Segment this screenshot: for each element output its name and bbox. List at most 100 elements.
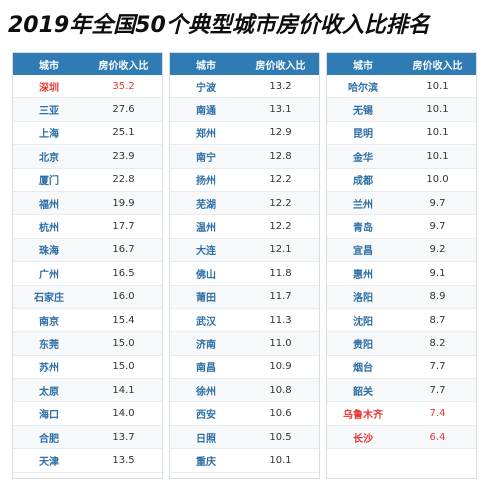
city-name: 深圳: [39, 82, 59, 94]
ratio-value: 23.9: [112, 150, 135, 162]
header-city: 城市: [353, 60, 373, 72]
ratio-value: 12.8: [269, 150, 292, 162]
table-row: 厦门 22.8: [13, 168, 162, 192]
ratio-value: 9.7: [429, 197, 446, 209]
table-row: 福州 19.9: [13, 191, 162, 216]
city-name: 珠海: [39, 246, 59, 258]
ratio-value: 10.1: [426, 104, 449, 116]
city-name: 宜昌: [353, 246, 373, 258]
city-name: 杭州: [39, 223, 59, 235]
city-name: 扬州: [196, 176, 216, 188]
city-name: 南京: [39, 316, 59, 328]
city-name: 徐州: [196, 386, 216, 398]
table-column-group-2: 城市 房价收入比 宁波 13.2 南通 13.1 郑州 12.9 南宁 12.8 扬州 12.2 芜…: [169, 52, 320, 479]
ratio-value: 12.2: [269, 197, 292, 209]
ratio-value: 25.1: [112, 127, 135, 139]
city-name: 宁波: [196, 82, 216, 94]
header-city: 城市: [196, 60, 216, 72]
table-row: 莆田 11.7: [170, 285, 319, 309]
table-column-group-3: 城市 房价收入比 哈尔滨 10.1 无锡 10.1 昆明 10.1 金华 10.1 成都 10.0…: [326, 52, 477, 479]
city-name: 韶关: [353, 386, 373, 398]
table-row: 天津 13.5: [13, 449, 162, 473]
ratio-value: 11.0: [269, 337, 292, 349]
ratio-value: 14.0: [112, 408, 135, 420]
table-row: 惠州 9.1: [327, 262, 476, 286]
ratio-value: 16.5: [112, 267, 135, 279]
city-name: 北京: [39, 152, 59, 164]
ratio-value: 10.1: [269, 454, 292, 466]
header-ratio: 房价收入比: [98, 60, 149, 72]
table-row: 宁波 13.2: [170, 75, 319, 99]
city-name: 大连: [196, 246, 216, 258]
city-name: 上海: [39, 129, 59, 141]
table-row: 苏州 15.0: [13, 355, 162, 380]
ratio-value: 13.1: [269, 104, 292, 116]
city-name: 兰州: [353, 199, 373, 211]
city-name: 芜湖: [196, 199, 216, 211]
ratio-value: 12.9: [269, 127, 292, 139]
table-row: 宜昌 9.2: [327, 238, 476, 263]
table-row: 西安 10.6: [170, 402, 319, 426]
city-name: 乌鲁木齐: [343, 410, 383, 422]
ratio-value: 10.1: [426, 127, 449, 139]
city-name: 惠州: [353, 269, 373, 281]
table-row: 温州 12.2: [170, 215, 319, 239]
ratio-value: 7.4: [429, 408, 446, 420]
ratio-value: 19.9: [112, 197, 135, 209]
table-row: 日照 10.5: [170, 425, 319, 450]
city-name: 海口: [39, 410, 59, 422]
table-row: 沈阳 8.7: [327, 308, 476, 333]
city-name: 南昌: [196, 363, 216, 375]
ratio-value: 6.4: [429, 431, 446, 443]
table-row: 重庆 10.1: [170, 449, 319, 473]
ratio-value: 10.1: [426, 150, 449, 162]
ratio-value: 12.2: [269, 221, 292, 233]
ratio-value: 16.0: [112, 291, 135, 303]
city-name: 无锡: [353, 106, 373, 118]
city-name: 厦门: [39, 176, 59, 188]
city-name: 佛山: [196, 269, 216, 281]
table-row: 杭州 17.7: [13, 215, 162, 239]
table-row: 徐州 10.8: [170, 379, 319, 403]
city-name: 洛阳: [353, 293, 373, 305]
city-name: 西安: [196, 410, 216, 422]
table-row: 乌鲁木齐 7.4: [327, 402, 476, 426]
table-row: 广州 16.5: [13, 262, 162, 286]
city-name: 南通: [196, 106, 216, 118]
table-row: 长沙 6.4: [327, 425, 476, 450]
city-name: 温州: [196, 223, 216, 235]
ratio-value: 7.7: [429, 361, 446, 373]
table-row: 芜湖 12.2: [170, 191, 319, 216]
table-row: 珠海 16.7: [13, 238, 162, 263]
city-name: 苏州: [39, 363, 59, 375]
city-name: 武汉: [196, 316, 216, 328]
ratio-value: 9.7: [429, 221, 446, 233]
ratio-value: 11.8: [269, 267, 292, 279]
table-header: 城市 房价收入比: [327, 53, 476, 75]
table-row: 兰州 9.7: [327, 191, 476, 216]
table-row: 海口 14.0: [13, 402, 162, 426]
city-name: 东莞: [39, 339, 59, 351]
table-header: 城市 房价收入比: [13, 53, 162, 75]
table-row: 南通 13.1: [170, 98, 319, 122]
ratio-value: 11.3: [269, 314, 292, 326]
table-row: 合肥 13.7: [13, 425, 162, 450]
ratio-value: 8.2: [429, 337, 446, 349]
ratio-value: 12.1: [269, 244, 292, 256]
city-name: 合肥: [39, 433, 59, 445]
city-name: 青岛: [353, 223, 373, 235]
city-name: 郑州: [196, 129, 216, 141]
city-name: 成都: [353, 176, 373, 188]
ratio-value: 9.2: [429, 244, 446, 256]
ratio-value: 13.5: [112, 454, 135, 466]
table-row: 南昌 10.9: [170, 355, 319, 380]
table-row: 深圳 35.2: [13, 75, 162, 99]
city-name: 金华: [353, 152, 373, 164]
city-name: 太原: [39, 386, 59, 398]
table-row: 武汉 11.3: [170, 308, 319, 333]
city-name: 日照: [196, 433, 216, 445]
header-ratio: 房价收入比: [412, 60, 463, 72]
ratio-value: 15.4: [112, 314, 135, 326]
ratio-value: 13.7: [112, 431, 135, 443]
city-name: 济南: [196, 339, 216, 351]
